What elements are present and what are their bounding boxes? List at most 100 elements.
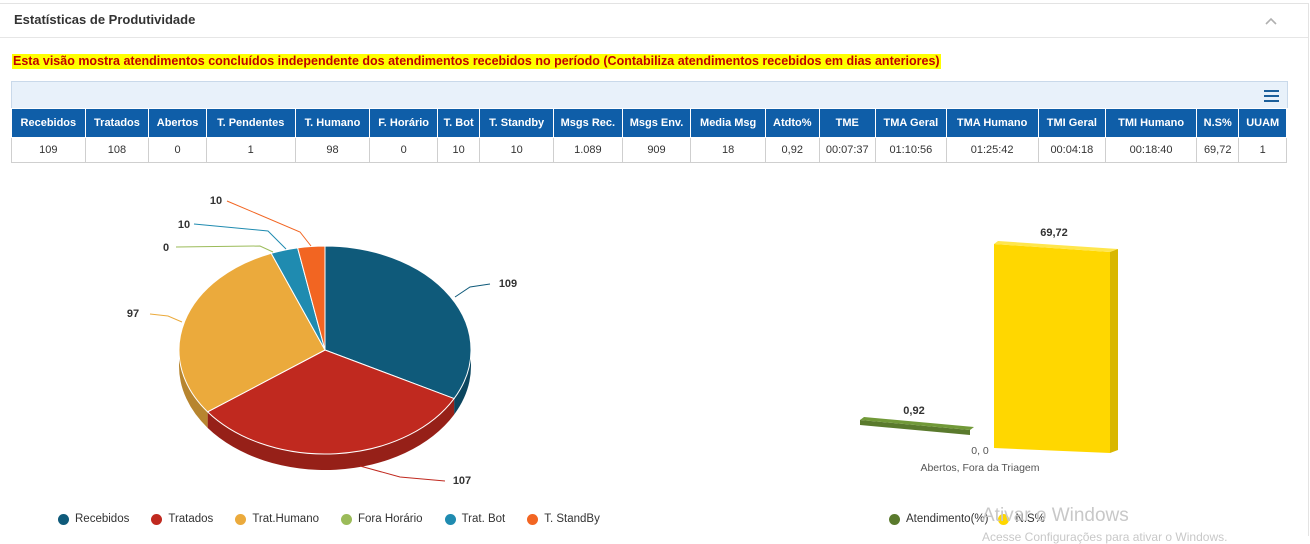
column-header: TMA Geral bbox=[875, 108, 947, 138]
bar-ns-side bbox=[1110, 249, 1118, 453]
pie-label-connector bbox=[149, 313, 183, 323]
legend-label: Trat. Bot bbox=[461, 513, 506, 525]
column-header: TME bbox=[818, 108, 877, 138]
legend-item[interactable]: Trat.Humano bbox=[235, 513, 319, 525]
column-header: T. Standby bbox=[479, 108, 555, 138]
column-header: T. Pendentes bbox=[205, 108, 296, 138]
pie-data-label: 97 bbox=[127, 308, 139, 320]
table-row: 109 108 0 1 98 0 10 10 1.089 909 18 0,92 00:07:37 01:… bbox=[11, 137, 1287, 163]
column-header: Atdto% bbox=[765, 108, 820, 138]
column-header: TMI Humano bbox=[1105, 108, 1198, 138]
pie-label-connector bbox=[454, 283, 491, 298]
column-header: T. Bot bbox=[436, 108, 481, 138]
chevron-up-icon[interactable] bbox=[1265, 17, 1277, 25]
table-cell: 00:07:37 bbox=[818, 137, 877, 163]
legend-item[interactable]: N.S% bbox=[998, 513, 1045, 525]
pie-slice[interactable] bbox=[324, 245, 472, 400]
table-cell: 00:18:40 bbox=[1105, 137, 1198, 163]
column-header: N.S% bbox=[1196, 108, 1240, 138]
column-header: Abertos bbox=[148, 108, 207, 138]
table-cell: 10 bbox=[436, 137, 481, 163]
pie-slice[interactable] bbox=[296, 245, 326, 351]
bar-atendimento[interactable] bbox=[860, 420, 970, 435]
legend-item[interactable]: Tratados bbox=[151, 513, 213, 525]
windows-activation-watermark: Ativar o Windows bbox=[982, 505, 1129, 526]
table-cell: 0 bbox=[369, 137, 438, 163]
stats-table: Recebidos Tratados Abertos T. Pendentes T. H… bbox=[11, 108, 1287, 163]
legend-marker bbox=[235, 513, 247, 525]
table-cell: 0 bbox=[148, 137, 207, 163]
column-header: T. Humano bbox=[294, 108, 371, 138]
table-cell: 18 bbox=[690, 137, 766, 163]
legend-item[interactable]: Recebidos bbox=[58, 513, 129, 525]
pie-label-connector bbox=[359, 465, 446, 482]
legend-item[interactable]: T. StandBy bbox=[527, 513, 600, 525]
table-cell: 109 bbox=[11, 137, 86, 163]
legend-label: Recebidos bbox=[75, 513, 130, 525]
table-toolbar bbox=[11, 81, 1288, 108]
column-header: Tratados bbox=[84, 108, 150, 138]
bar-data-label: 69,72 bbox=[1040, 227, 1068, 239]
pie-data-label: 0 bbox=[163, 242, 169, 254]
legend-marker bbox=[58, 513, 69, 525]
column-header: Media Msg bbox=[690, 108, 766, 138]
legend-label: Trat.Humano bbox=[252, 513, 319, 525]
table-cell: 108 bbox=[84, 137, 150, 163]
pie-label-connector bbox=[193, 223, 287, 250]
column-header: UUAM bbox=[1238, 108, 1287, 138]
table-cell: 1 bbox=[1238, 137, 1287, 163]
table-cell: 01:10:56 bbox=[875, 137, 947, 163]
pie-data-label: 10 bbox=[210, 195, 222, 207]
pie-data-label: 109 bbox=[499, 278, 517, 290]
column-header: Msgs Env. bbox=[621, 108, 692, 138]
column-header: Recebidos bbox=[11, 108, 86, 138]
pie-data-label: 107 bbox=[453, 475, 471, 487]
productivity-panel: Estatísticas de Produtividade Esta visão… bbox=[0, 3, 1309, 544]
legend-marker bbox=[444, 513, 456, 525]
legend-label: N.S% bbox=[1015, 513, 1045, 525]
bar-ns[interactable] bbox=[994, 244, 1110, 453]
bar-ns-top bbox=[994, 241, 1118, 252]
legend-marker bbox=[527, 513, 539, 525]
bar-legend: Atendimento(%) N.S% bbox=[889, 512, 1055, 526]
table-cell: 1.089 bbox=[553, 137, 623, 163]
legend-marker bbox=[998, 513, 1010, 525]
column-header: F. Horário bbox=[369, 108, 438, 138]
legend-label: Tratados bbox=[168, 513, 214, 525]
column-header: TMA Humano bbox=[945, 108, 1039, 138]
legend-item[interactable]: Atendimento(%) bbox=[889, 513, 988, 525]
bar-atendimento-top bbox=[860, 417, 974, 430]
hamburger-menu-icon[interactable] bbox=[1264, 90, 1279, 102]
legend-marker bbox=[341, 513, 352, 525]
legend-item[interactable]: Trat. Bot bbox=[444, 513, 506, 525]
table-cell: 0,92 bbox=[765, 137, 820, 163]
legend-label: T. StandBy bbox=[544, 513, 600, 525]
pie-slice[interactable] bbox=[178, 252, 326, 413]
column-header: Msgs Rec. bbox=[553, 108, 623, 138]
panel-title: Estatísticas de Produtividade bbox=[14, 12, 196, 27]
windows-activation-hint: Acesse Configurações para ativar o Windo… bbox=[982, 530, 1228, 544]
legend-label: Fora Horário bbox=[358, 513, 423, 525]
table-cell: 909 bbox=[621, 137, 692, 163]
legend-marker bbox=[889, 513, 900, 525]
pie-chart: 109 107 97 0 10 10 bbox=[127, 195, 517, 487]
pie-slice[interactable] bbox=[206, 349, 455, 455]
table-cell: 10 bbox=[479, 137, 555, 163]
table-cell: 1 bbox=[205, 137, 296, 163]
pie-slice-side bbox=[454, 350, 471, 415]
table-header-row: Recebidos Tratados Abertos T. Pendentes T. H… bbox=[11, 108, 1287, 138]
panel-header: Estatísticas de Produtividade bbox=[0, 4, 1308, 38]
bar-chart: 0,92 69,72 0, 0 Abertos, Fora da Triagem bbox=[860, 227, 1118, 474]
pie-data-label: 10 bbox=[178, 219, 190, 231]
pie-label-connector bbox=[175, 245, 274, 253]
table-cell: 01:25:42 bbox=[945, 137, 1039, 163]
legend-label: Atendimento(%) bbox=[906, 513, 989, 525]
pie-slice-side bbox=[207, 398, 455, 470]
bar-data-label: 0,92 bbox=[903, 405, 924, 417]
legend-item[interactable]: Fora Horário bbox=[341, 513, 423, 525]
bar-category-label: Abertos, Fora da Triagem bbox=[920, 462, 1039, 474]
bar-axis-value-label: 0, 0 bbox=[971, 445, 989, 457]
legend-marker bbox=[151, 513, 163, 525]
pie-slice-side bbox=[179, 350, 208, 428]
table-cell: 69,72 bbox=[1196, 137, 1240, 163]
